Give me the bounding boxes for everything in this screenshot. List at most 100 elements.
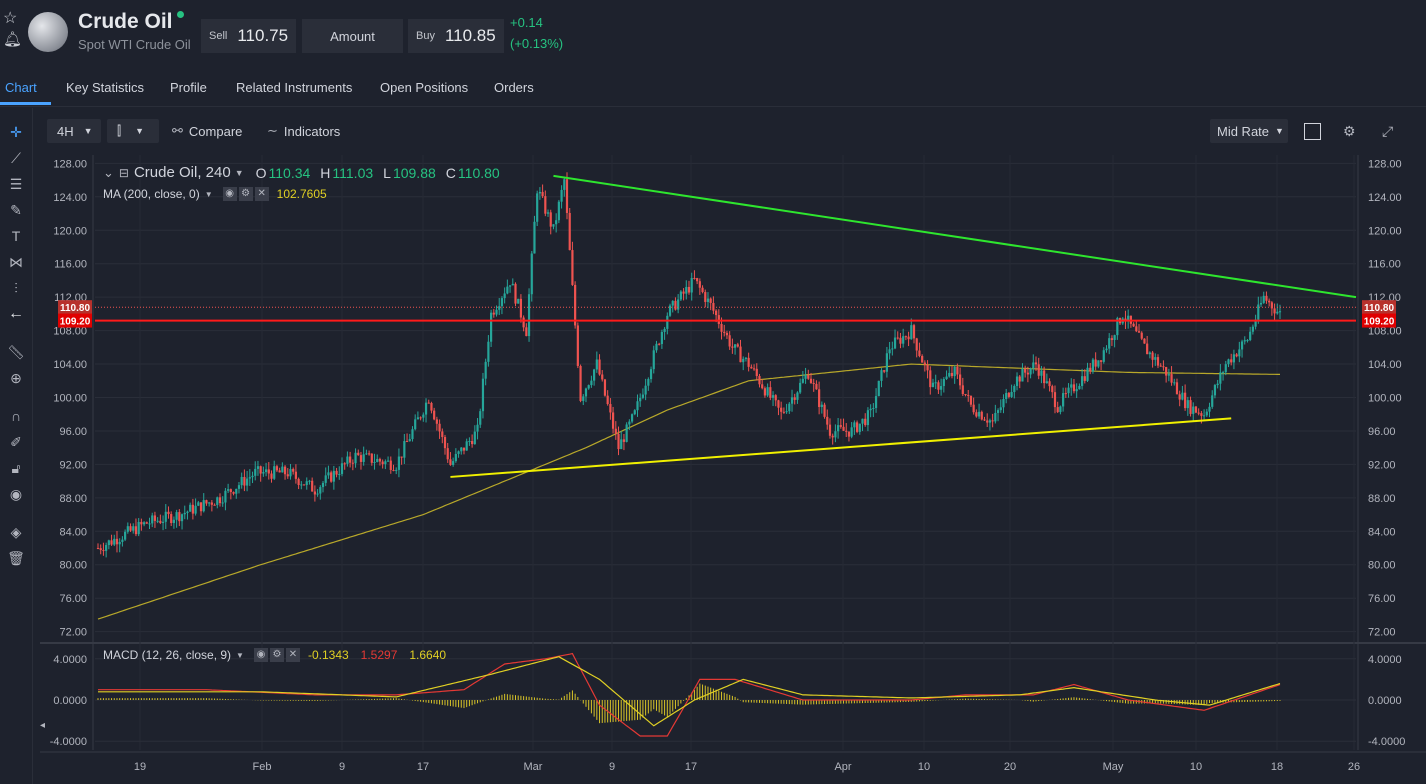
candle-body — [880, 370, 883, 381]
candle-body — [912, 325, 916, 339]
candle-body — [546, 212, 550, 214]
candle-body — [340, 463, 344, 474]
horizontal-lines-icon[interactable]: ☰ — [9, 176, 23, 192]
candle-body — [183, 512, 186, 515]
lock-icon[interactable]: 🔓︎ — [11, 460, 21, 476]
pattern-icon[interactable]: ⋈ — [9, 254, 23, 270]
collapse-toolbar-icon[interactable]: ◂ — [40, 720, 46, 731]
legend-hide-icon[interactable]: ⊟ — [118, 165, 129, 180]
price-tick-left: 80.00 — [59, 560, 87, 572]
ma-visibility-icon[interactable]: ◉ — [222, 187, 237, 201]
candle-body — [330, 472, 333, 482]
lock-draw-icon[interactable]: ✐ — [10, 434, 22, 450]
time-tick: 10 — [918, 761, 930, 773]
ruler-icon[interactable]: 📏︎ — [7, 344, 25, 360]
legend-collapse-icon[interactable]: ⌄ — [103, 164, 114, 180]
candle-body — [1116, 318, 1119, 336]
candle-body — [308, 480, 311, 482]
expand-icon[interactable]: ⤢ — [1382, 122, 1394, 139]
sell-button[interactable]: Sell 110.75 — [201, 19, 296, 53]
buy-button[interactable]: Buy 110.85 — [408, 19, 504, 53]
ma-remove-icon[interactable]: ✕ — [254, 187, 269, 201]
sell-label: Sell — [209, 30, 228, 42]
tab-orders[interactable]: Orders — [494, 80, 534, 95]
candle-body — [845, 430, 848, 432]
crosshair-icon[interactable]: ✛ — [10, 124, 22, 140]
candle-body — [1197, 412, 1200, 414]
candle-body — [622, 439, 626, 442]
candle-body — [682, 291, 685, 294]
chevron-down-icon[interactable]: ▼ — [204, 189, 213, 199]
candle-body — [137, 521, 140, 535]
tab-open-positions[interactable]: Open Positions — [380, 80, 469, 95]
candle-body — [704, 292, 707, 302]
candle-body — [988, 420, 992, 423]
candle-body — [1246, 340, 1249, 342]
candle-body — [197, 502, 200, 506]
candle-body — [929, 370, 932, 388]
interval-select[interactable]: 4H ▼ — [47, 119, 101, 143]
layers-icon[interactable]: ◈ — [10, 524, 22, 540]
chevron-down-icon: ▼ — [1275, 126, 1284, 136]
macd-remove-icon[interactable]: ✕ — [285, 648, 300, 662]
candle-body — [536, 193, 539, 222]
amount-input[interactable]: Amount — [302, 19, 403, 53]
tab-related-instruments[interactable]: Related Instruments — [236, 80, 353, 95]
candle-body — [1015, 376, 1019, 387]
zoom-in-icon[interactable]: ⊕ — [10, 370, 22, 386]
tab-key-statistics[interactable]: Key Statistics — [66, 80, 145, 95]
macd-visibility-icon[interactable]: ◉ — [253, 648, 268, 662]
text-icon[interactable]: T — [11, 228, 21, 244]
candle-body — [194, 505, 197, 514]
settings-gear-icon[interactable]: ⚙ — [1343, 122, 1356, 139]
candle-body — [972, 404, 975, 413]
chevron-down-icon: ▼ — [83, 126, 93, 136]
candle-body — [647, 379, 650, 386]
price-tick-left: 84.00 — [59, 526, 87, 538]
candle-body — [164, 511, 167, 522]
chart-type-select[interactable]: ⫿ ▼ — [107, 119, 159, 143]
tab-chart[interactable]: Chart — [5, 80, 37, 95]
candle-body — [262, 472, 265, 474]
candle-body — [205, 500, 208, 504]
candle-body — [178, 512, 181, 522]
trend-line-icon[interactable]: ⟋ — [11, 150, 21, 166]
time-tick: Feb — [253, 761, 272, 773]
trash-icon[interactable]: 🗑︎ — [7, 550, 25, 566]
fullscreen-box-icon[interactable] — [1304, 119, 1321, 143]
candle-body — [319, 487, 322, 494]
candle-body — [476, 424, 479, 432]
candle-body — [601, 374, 604, 380]
ma-settings-icon[interactable]: ⚙ — [238, 187, 253, 201]
chevron-down-icon[interactable]: ▼ — [234, 167, 244, 178]
rate-type-value: Mid Rate — [1217, 123, 1270, 139]
indicators-button[interactable]: ∼ Indicators — [267, 119, 340, 143]
eye-icon[interactable]: ◉ — [9, 486, 23, 502]
candle-body — [1110, 338, 1114, 340]
candle-body — [853, 422, 856, 428]
macd-settings-icon[interactable]: ⚙ — [269, 648, 284, 662]
price-alert-bell-icon[interactable]: 🔔︎ — [3, 31, 23, 48]
candle-body — [400, 456, 403, 458]
candle-body — [728, 335, 731, 347]
candle-body — [327, 472, 330, 476]
chevron-down-icon[interactable]: ▼ — [236, 650, 244, 660]
candle-body — [582, 396, 585, 401]
candle-body — [1002, 398, 1005, 408]
tab-profile[interactable]: Profile — [170, 80, 207, 95]
rate-type-select[interactable]: Mid Rate ▼ — [1210, 119, 1288, 143]
magnet-icon[interactable]: ∩ — [10, 408, 22, 424]
brush-icon[interactable]: ✎ — [10, 202, 22, 218]
interval-value: 4H — [57, 123, 74, 139]
candle-body — [446, 448, 449, 460]
back-arrow-icon[interactable]: ← — [8, 305, 24, 322]
candle-body — [213, 504, 216, 506]
candle-body — [430, 402, 433, 411]
fib-icon[interactable]: ⫶ — [14, 280, 18, 296]
candle-body — [349, 456, 352, 463]
candle-body — [953, 366, 956, 377]
compare-button[interactable]: ⚯ Compare — [172, 119, 242, 143]
candle-body — [807, 374, 810, 379]
favorite-star-icon[interactable]: ☆ — [3, 10, 18, 27]
